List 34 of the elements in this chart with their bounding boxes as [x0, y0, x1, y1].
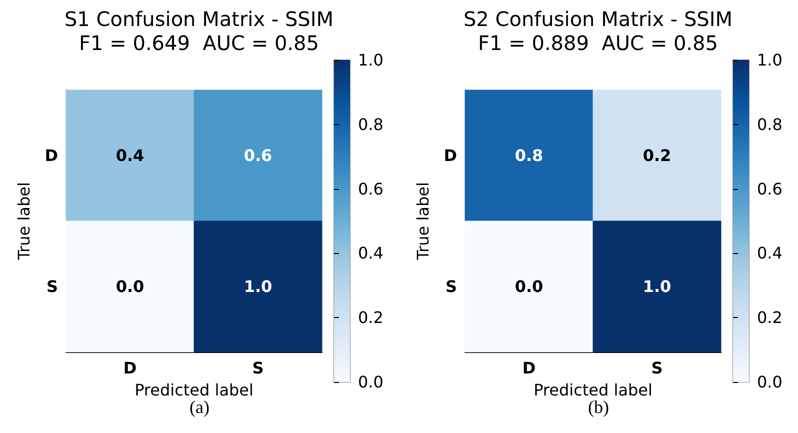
y-axis-title: True label: [414, 182, 432, 261]
data-label: 0.0: [116, 277, 144, 296]
color-bar-label: 0.8: [358, 114, 384, 134]
x-axis-title: Predicted label: [134, 380, 254, 400]
chart-subtitle: F1 = 0.889 AUC = 0.85: [478, 31, 718, 55]
chart-subtitle: F1 = 0.649 AUC = 0.85: [79, 31, 319, 55]
text: (b): [588, 397, 610, 417]
y-axis-title: True label: [14, 182, 34, 261]
x-tick-label: D: [522, 358, 536, 378]
color-bar-label: 1.0: [358, 50, 384, 70]
color-bar-label: 0.6: [358, 179, 384, 198]
data-label: 0.2: [642, 146, 672, 165]
chart-title: S2 Confusion Matrix - SSIM: [463, 7, 733, 31]
color-bar-label: 1.0: [757, 50, 782, 70]
data-label: 0.6: [244, 146, 272, 165]
data-label: 1.0: [642, 277, 672, 296]
color-bar-label: 0.4: [358, 244, 384, 263]
x-axis-title: Predicted label: [534, 380, 652, 400]
data-label: 0.0: [514, 277, 544, 296]
data-label: 1.0: [244, 277, 272, 296]
color-bar-label: 0.0: [757, 372, 782, 392]
x-tick-label: S: [252, 358, 264, 378]
color-bar-label: 0.0: [358, 372, 384, 392]
color-bar-label: 0.8: [757, 114, 782, 134]
color-bar-label: 0.4: [757, 244, 782, 263]
color-bar-label: 0.2: [757, 308, 782, 328]
x-tick-label: D: [123, 358, 137, 378]
color-bar-label: 0.2: [358, 308, 384, 328]
data-label: 0.8: [514, 146, 544, 165]
color-bar-label: 0.6: [757, 179, 782, 198]
x-tick-label: S: [651, 358, 663, 378]
text: (a): [190, 397, 210, 417]
chart-title: S1 Confusion Matrix - SSIM: [64, 7, 334, 31]
data-label: 0.4: [116, 146, 144, 165]
